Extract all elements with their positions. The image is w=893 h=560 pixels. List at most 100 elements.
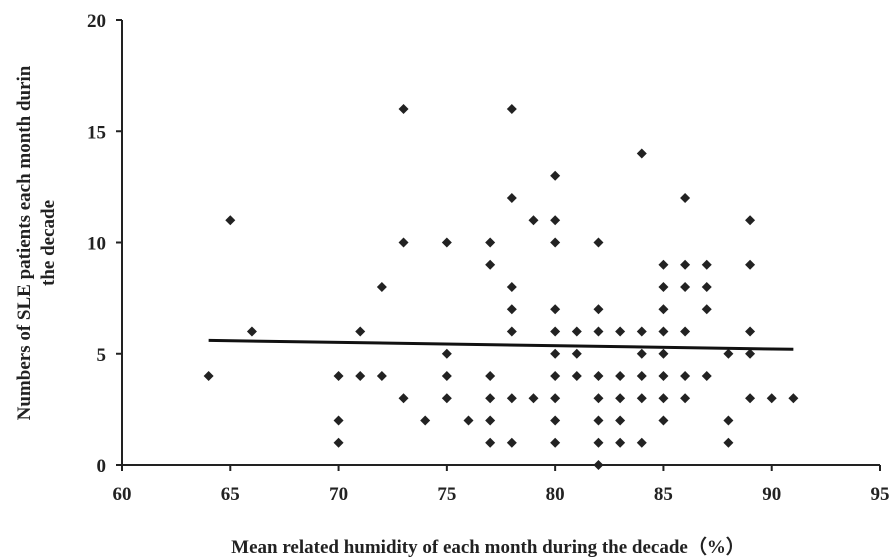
x-tick-label: 85	[654, 484, 673, 505]
data-point	[658, 371, 669, 381]
data-point	[745, 326, 756, 337]
data-point	[766, 393, 777, 404]
data-point	[636, 148, 647, 159]
y-tick-label: 5	[97, 345, 107, 366]
x-tick-label: 75	[437, 484, 456, 505]
data-point	[376, 282, 387, 292]
data-point	[550, 326, 561, 337]
data-point	[701, 371, 712, 381]
data-point	[701, 304, 712, 315]
data-point	[701, 282, 712, 292]
data-point	[485, 371, 496, 381]
data-point	[550, 437, 561, 448]
data-point	[550, 304, 561, 315]
y-axis-title-line: Numbers of SLE patients each month durin	[14, 65, 35, 420]
data-point	[398, 237, 409, 248]
data-point	[398, 104, 409, 114]
data-point	[550, 415, 561, 426]
data-point	[680, 282, 691, 292]
data-point	[485, 259, 496, 270]
data-point	[658, 259, 669, 270]
data-points	[203, 104, 799, 470]
data-point	[658, 304, 669, 315]
data-point	[615, 437, 626, 448]
y-tick-label: 15	[87, 122, 106, 143]
data-point	[615, 326, 626, 337]
data-point	[441, 348, 452, 359]
data-point	[333, 415, 344, 426]
data-point	[680, 259, 691, 270]
data-point	[723, 348, 734, 359]
data-point	[506, 326, 517, 337]
y-tick-label: 10	[87, 234, 106, 255]
data-point	[701, 259, 712, 270]
data-point	[571, 326, 582, 337]
data-point	[485, 393, 496, 404]
y-axis-title-line: the decade	[38, 200, 59, 286]
data-point	[550, 215, 561, 226]
data-point	[398, 393, 409, 404]
data-point	[593, 415, 604, 426]
data-point	[506, 437, 517, 448]
data-point	[658, 393, 669, 404]
data-point	[441, 393, 452, 404]
data-point	[506, 304, 517, 315]
data-point	[550, 170, 561, 181]
data-point	[615, 415, 626, 426]
data-point	[636, 437, 647, 448]
data-point	[506, 193, 517, 203]
data-point	[658, 348, 669, 359]
data-point	[593, 371, 604, 381]
data-point	[506, 393, 517, 404]
data-point	[636, 326, 647, 337]
data-point	[528, 393, 539, 404]
x-tick-label: 90	[762, 484, 781, 505]
data-point	[593, 460, 604, 470]
data-point	[485, 415, 496, 426]
data-point	[506, 282, 517, 292]
data-point	[550, 348, 561, 359]
x-tick-label: 65	[221, 484, 240, 505]
data-point	[593, 237, 604, 248]
data-point	[745, 348, 756, 359]
y-axis-ticks: 0 5 10 15 20	[87, 11, 122, 477]
data-point	[333, 437, 344, 448]
data-point	[723, 415, 734, 426]
data-point	[593, 304, 604, 315]
axes	[121, 20, 880, 466]
data-point	[225, 215, 236, 226]
data-point	[485, 237, 496, 248]
data-point	[333, 371, 344, 381]
data-point	[485, 437, 496, 448]
data-point	[615, 371, 626, 381]
data-point	[593, 393, 604, 404]
data-point	[420, 415, 431, 426]
data-point	[376, 371, 387, 381]
data-point	[636, 348, 647, 359]
data-point	[788, 393, 799, 404]
x-tick-label: 70	[329, 484, 348, 505]
data-point	[550, 393, 561, 404]
x-tick-label: 60	[113, 484, 132, 505]
data-point	[506, 104, 517, 114]
data-point	[246, 326, 257, 337]
data-point	[723, 437, 734, 448]
data-point	[355, 371, 366, 381]
data-point	[745, 393, 756, 404]
data-point	[658, 282, 669, 292]
data-point	[745, 215, 756, 226]
data-point	[528, 215, 539, 226]
x-axis-ticks: 60 65 70 75 80 85 90 95	[113, 465, 890, 505]
y-tick-label: 0	[97, 456, 107, 477]
data-point	[658, 415, 669, 426]
trendline-group	[208, 338, 794, 351]
data-point	[615, 393, 626, 404]
data-point	[441, 237, 452, 248]
data-point	[680, 326, 691, 337]
data-point	[441, 371, 452, 381]
data-point	[680, 371, 691, 381]
data-point	[745, 259, 756, 270]
data-point	[658, 326, 669, 337]
data-point	[680, 193, 691, 203]
